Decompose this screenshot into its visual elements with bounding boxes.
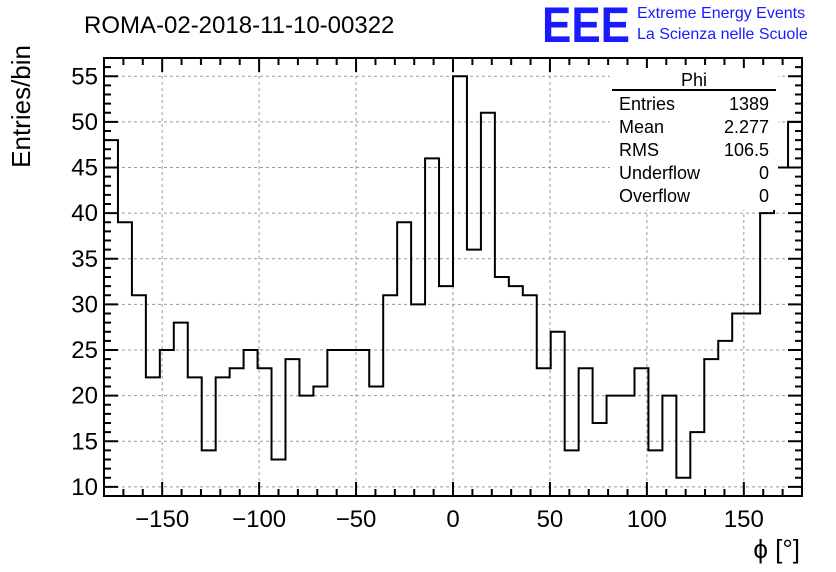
histogram-bin bbox=[244, 350, 258, 496]
histogram-bin bbox=[634, 368, 648, 496]
histogram-bin bbox=[788, 122, 802, 496]
stats-value-entries: 1389 bbox=[729, 94, 769, 114]
histogram-bin bbox=[509, 286, 523, 496]
histogram-bin bbox=[397, 222, 411, 496]
stats-value-underflow: 0 bbox=[759, 163, 769, 183]
logo-line-1: Extreme Energy Events bbox=[637, 5, 805, 22]
histogram-bin bbox=[230, 368, 244, 496]
x-tick-label: 0 bbox=[446, 506, 459, 533]
y-tick-label: 10 bbox=[71, 474, 98, 501]
stats-label-mean: Mean bbox=[619, 117, 664, 137]
histogram-bin bbox=[467, 250, 481, 496]
x-tick-label: 150 bbox=[724, 506, 764, 533]
histogram-bin bbox=[104, 140, 118, 496]
histogram-bin bbox=[704, 359, 718, 496]
logo-line-2: La Scienza nelle Scuole bbox=[637, 26, 808, 43]
stats-box: Phi Entries 1389 Mean 2.277 RMS 106.5 Un… bbox=[610, 68, 778, 210]
histogram-bars bbox=[103, 75, 803, 497]
histogram-bin bbox=[216, 377, 230, 496]
histogram-bin bbox=[285, 359, 299, 496]
stats-box-background bbox=[610, 68, 778, 210]
histogram-bin bbox=[383, 295, 397, 496]
stats-label-entries: Entries bbox=[619, 94, 675, 114]
y-tick-label: 20 bbox=[71, 383, 98, 410]
histogram-outline bbox=[103, 75, 803, 496]
histogram-bin bbox=[774, 168, 788, 497]
histogram-bin bbox=[495, 277, 509, 496]
y-axis-title: Entries/bin bbox=[6, 45, 36, 168]
histogram-bin bbox=[425, 158, 439, 496]
y-tick-label: 40 bbox=[71, 200, 98, 227]
histogram-bin bbox=[299, 396, 313, 496]
histogram-bin bbox=[439, 286, 453, 496]
x-tick-label: −50 bbox=[336, 506, 377, 533]
stats-box-name: Phi bbox=[681, 70, 707, 90]
chart-title: ROMA-02-2018-11-10-00322 bbox=[84, 12, 394, 39]
histogram-bin bbox=[118, 222, 132, 496]
histogram-bin bbox=[607, 396, 621, 496]
y-tick-label: 45 bbox=[71, 155, 98, 182]
histogram-bin bbox=[565, 450, 579, 496]
histogram-bin bbox=[341, 350, 355, 496]
histogram-bin bbox=[718, 341, 732, 496]
y-tick-label: 35 bbox=[71, 246, 98, 273]
x-tick-label: 50 bbox=[537, 506, 564, 533]
x-tick-label: −100 bbox=[232, 506, 286, 533]
tick-labels: −150 −100 −50 0 50 100 150 10 15 20 25 30 35 40 45 50 55 bbox=[71, 63, 764, 533]
histogram-bin bbox=[537, 368, 551, 496]
eee-logo-mark: EEE bbox=[542, 0, 630, 53]
histogram-bin bbox=[355, 350, 369, 496]
histogram-bin bbox=[648, 450, 662, 496]
stats-label-underflow: Underflow bbox=[619, 163, 701, 183]
x-axis-title: ϕ [°] bbox=[753, 534, 800, 564]
histogram-bin bbox=[662, 396, 676, 496]
histogram-bin bbox=[579, 368, 593, 496]
y-tick-label: 55 bbox=[71, 63, 98, 90]
stats-label-rms: RMS bbox=[619, 140, 659, 160]
stats-value-rms: 106.5 bbox=[724, 140, 769, 160]
histogram-bin bbox=[327, 350, 341, 496]
histogram-bin bbox=[621, 396, 635, 496]
y-tick-label: 15 bbox=[71, 428, 98, 455]
histogram-bin bbox=[746, 314, 760, 497]
histogram-bin bbox=[174, 323, 188, 496]
eee-logo: EEE Extreme Energy Events La Scienza nel… bbox=[542, 0, 808, 53]
x-tick-label: 100 bbox=[627, 506, 667, 533]
y-tick-label: 50 bbox=[71, 109, 98, 136]
axis-ticks bbox=[104, 57, 802, 497]
histogram-bin bbox=[453, 76, 467, 496]
y-tick-label: 30 bbox=[71, 291, 98, 318]
stats-value-overflow: 0 bbox=[759, 186, 769, 206]
histogram-bin bbox=[411, 304, 425, 496]
histogram-bin bbox=[593, 423, 607, 496]
histogram-bin bbox=[258, 368, 272, 496]
x-tick-label: −150 bbox=[135, 506, 189, 533]
histogram-bin bbox=[760, 213, 774, 496]
histogram-bin bbox=[202, 450, 216, 496]
stats-label-overflow: Overflow bbox=[619, 186, 691, 206]
stats-value-mean: 2.277 bbox=[724, 117, 769, 137]
histogram-bin bbox=[551, 332, 565, 496]
y-tick-label: 25 bbox=[71, 337, 98, 364]
